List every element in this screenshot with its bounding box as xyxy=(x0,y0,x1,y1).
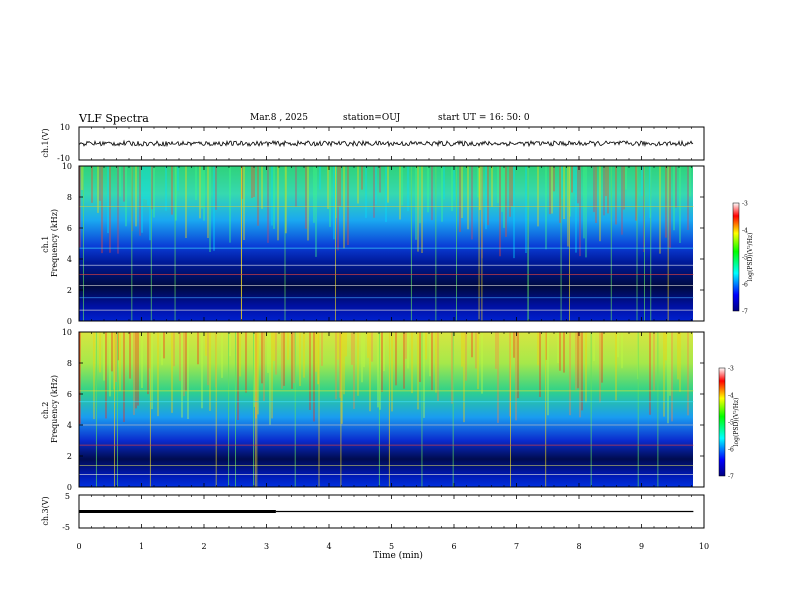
date-label: Mar.8 , 2025 xyxy=(250,113,308,123)
ch3-ytick-bottom: -5 xyxy=(62,523,70,532)
ch2-colorbar-label: log(PSD)(V²/Hz) xyxy=(733,398,740,447)
frequency-tick-label: 6 xyxy=(67,224,72,233)
time-axis-label: Time (min) xyxy=(373,550,423,561)
frequency-tick-label: 2 xyxy=(67,452,72,461)
ch1-waveform-trace xyxy=(78,139,694,148)
ch3-waveform-ylabel: ch.3(V) xyxy=(41,496,50,525)
ch1-waveform-ylabel: ch.1(V) xyxy=(41,128,50,157)
ch2-spectrogram-image xyxy=(79,332,693,487)
ch2-spectrogram-ylabel: ch.2 Frequency (kHz) xyxy=(41,375,59,443)
ch1-spectrogram-texture xyxy=(79,166,694,321)
time-tick-label: 3 xyxy=(264,542,269,551)
frequency-tick-label: 8 xyxy=(67,359,72,368)
time-tick-label: 7 xyxy=(514,542,519,551)
frequency-tick-label: 4 xyxy=(67,421,72,430)
ch2-spectrogram-yticks: 0 2 4 6 8 10 xyxy=(62,328,704,492)
station-label: station=OUJ xyxy=(343,113,401,123)
ch1-colorbar-label: log(PSD)(V²/Hz) xyxy=(747,233,754,282)
frequency-tick-label: 10 xyxy=(62,328,72,337)
colorbar-tick-label: -3 xyxy=(742,201,748,208)
colorbar-tick-label: -4 xyxy=(728,393,734,400)
time-tick-label: 4 xyxy=(326,542,331,551)
colorbar-tick-label: -4 xyxy=(742,228,748,235)
ch1-ytick-top: 10 xyxy=(60,123,70,132)
start-time-label: start UT = 16: 50: 0 xyxy=(438,113,530,123)
time-tick-label: 8 xyxy=(576,542,581,551)
frequency-tick-label: 10 xyxy=(62,162,72,171)
frequency-tick-label: 0 xyxy=(67,483,72,492)
time-axis-ticks: 0 1 2 3 4 5 6 7 8 9 10 xyxy=(76,127,709,551)
frequency-tick-label: 8 xyxy=(67,193,72,202)
frequency-tick-label: 6 xyxy=(67,390,72,399)
time-tick-label: 10 xyxy=(699,542,709,551)
ch2-colorbar xyxy=(718,367,726,477)
colorbar-tick-label: -3 xyxy=(728,366,734,373)
colorbar-tick-label: -7 xyxy=(728,474,734,481)
frequency-tick-label: 2 xyxy=(67,286,72,295)
ch1-spectrogram-yticks: 0 2 4 6 8 10 xyxy=(62,162,704,326)
colorbar-tick-label: -7 xyxy=(742,309,748,316)
frequency-tick-label: 4 xyxy=(67,255,72,264)
frequency-tick-label: 0 xyxy=(67,317,72,326)
time-tick-label: 6 xyxy=(451,542,456,551)
ch1-spectrogram-ylabel: ch.1 Frequency (kHz) xyxy=(41,209,59,277)
ch1-waveform-line xyxy=(78,139,694,148)
ch2-spectrogram-texture xyxy=(79,332,694,487)
ch1-colorbar xyxy=(732,202,740,312)
time-tick-label: 2 xyxy=(201,542,206,551)
ch3-ytick-top: 5 xyxy=(65,492,70,501)
ch1-colorbar-ticks: -3 -4 -5 -6 -7 xyxy=(742,201,748,316)
time-tick-label: 5 xyxy=(389,542,394,551)
ch1-ytick-bottom: -10 xyxy=(57,154,70,163)
time-tick-label: 0 xyxy=(76,542,81,551)
colorbar-tick-label: -5 xyxy=(728,420,734,427)
time-tick-label: 1 xyxy=(139,542,144,551)
time-tick-label: 9 xyxy=(639,542,644,551)
colorbar-tick-label: -6 xyxy=(742,282,748,289)
ch2-colorbar-ticks: -3 -4 -5 -6 -7 xyxy=(728,366,734,481)
colorbar-tick-label: -6 xyxy=(728,447,734,454)
chart-title: VLF Spectra xyxy=(79,112,149,125)
colorbar-tick-label: -5 xyxy=(742,255,748,262)
